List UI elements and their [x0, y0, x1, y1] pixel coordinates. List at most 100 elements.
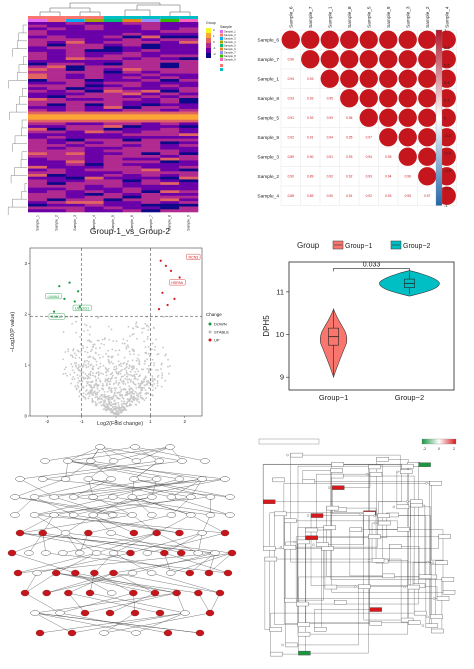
stable-point [122, 382, 125, 385]
legend-sample-swatch [220, 58, 223, 61]
stable-point [70, 382, 73, 385]
stable-point [142, 378, 145, 381]
heatmap-cell [84, 165, 104, 169]
heatmap-cell [65, 111, 85, 115]
stable-point [160, 362, 163, 365]
heatmap-cell [141, 49, 161, 53]
heatmap-cell [46, 84, 67, 88]
heatmap-cell [84, 144, 104, 148]
heatmap-cell [141, 152, 161, 156]
heatmap-cell [84, 155, 104, 159]
stable-point [123, 388, 126, 391]
network-node [108, 458, 119, 464]
heatmap-cell [84, 187, 104, 191]
stable-point [138, 401, 141, 404]
stable-point [147, 352, 150, 355]
stable-point [112, 374, 114, 377]
stable-point [132, 398, 134, 401]
stable-point [106, 395, 109, 398]
pathway-link [330, 586, 370, 608]
stable-point [74, 357, 77, 359]
pathway-node [285, 642, 298, 648]
heatmap-cell [122, 70, 142, 74]
pathway-link [297, 539, 444, 599]
corr-circle [398, 30, 417, 49]
network-edge [93, 514, 134, 534]
stable-point [99, 362, 102, 365]
pathway-compound [328, 486, 331, 489]
heatmap-cell [141, 62, 161, 66]
heatmap-cell [141, 51, 161, 55]
heatmap-cell [103, 179, 123, 183]
stable-point [115, 367, 118, 370]
stable-point [88, 395, 91, 398]
corr-value-label: 0.96 [288, 57, 294, 61]
corr-scale-tick: 0.8 [444, 45, 450, 50]
stable-point [106, 403, 109, 406]
color-scale-swatch [206, 53, 211, 58]
stable-point [100, 404, 103, 407]
corr-circle [281, 30, 300, 49]
row-dendrogram-branch [21, 191, 27, 200]
heatmap-cell [46, 203, 67, 207]
heatmap-cell [103, 98, 123, 102]
heatmap-cell [179, 46, 199, 50]
stable-point [143, 340, 145, 343]
legend-sample-swatch [220, 40, 223, 44]
heatmap-cell [28, 30, 48, 34]
network-edge [19, 460, 160, 480]
heatmap-cell [46, 155, 67, 159]
down-point [63, 297, 66, 301]
stable-point [131, 348, 134, 351]
network-edge [56, 552, 97, 574]
stable-point [162, 315, 165, 318]
stable-point [114, 414, 117, 417]
heatmap-cell [122, 106, 142, 110]
row-dendrogram-branch [17, 40, 27, 49]
stable-point [123, 400, 126, 403]
network-edge [113, 532, 157, 554]
heatmap-cell [103, 106, 123, 110]
stable-point [77, 364, 80, 366]
network-edge [75, 572, 112, 594]
stable-point [109, 383, 112, 386]
violin-x-tick-label: Group−1 [319, 393, 348, 402]
heatmap-cell [141, 195, 161, 199]
stable-point [126, 402, 128, 405]
stable-point [97, 353, 100, 356]
color-scale-tick: 1 [213, 34, 215, 38]
network-node [55, 610, 65, 616]
corr-circle [437, 69, 456, 88]
heatmap-cell [103, 190, 123, 194]
stable-point [81, 380, 84, 383]
heatmap-cell [122, 141, 142, 145]
heatmap-cell [160, 41, 180, 45]
y-tick-label: 2 [24, 312, 27, 317]
stable-point [86, 382, 89, 385]
network-node [166, 570, 176, 576]
pathway-node [378, 520, 391, 526]
network-edge [39, 612, 186, 634]
heatmap-cell [103, 60, 123, 64]
stable-point [120, 408, 123, 411]
stable-point [82, 376, 85, 379]
heatmap-cell [65, 117, 85, 121]
network-edge [45, 552, 229, 574]
heatmap-cell [103, 54, 123, 58]
pathway-node [376, 457, 389, 462]
pathway-link [290, 520, 398, 528]
pathway-link [270, 612, 421, 653]
stable-point [91, 348, 93, 351]
legend-sample-label: Sample_8 [224, 54, 236, 58]
heatmap-cell [84, 92, 104, 96]
stable-point [91, 367, 94, 370]
heatmap-cell [103, 41, 123, 45]
stable-point [122, 406, 125, 409]
heatmap-cell [65, 163, 85, 167]
network-node [10, 494, 20, 500]
pathway-node [430, 614, 443, 620]
corr-column-label: Sample_2 [425, 6, 431, 28]
heatmap-column-label: Sample_8 [168, 215, 172, 231]
network-node-highlight [38, 529, 47, 537]
stable-point [103, 408, 106, 411]
